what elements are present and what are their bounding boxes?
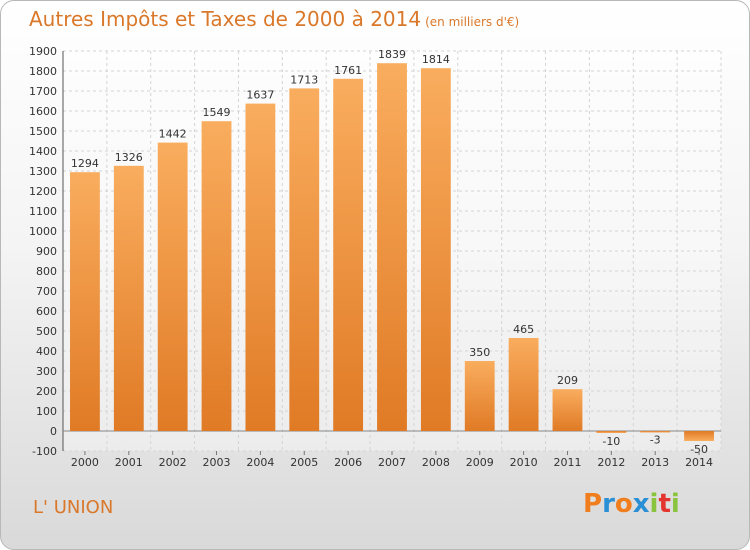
- bar-2012: [596, 431, 627, 433]
- x-tick-label: 2004: [246, 456, 274, 469]
- bars: [70, 63, 714, 441]
- x-tick-label: 2010: [510, 456, 538, 469]
- x-tick-label: 2006: [334, 456, 362, 469]
- data-labels: 1294 1326 1442 1549 1637 1713 1761 1839 1814 350 4…: [71, 48, 708, 456]
- x-tick-label: 2014: [685, 456, 713, 469]
- y-tick-label: -100: [32, 445, 57, 458]
- logo-letter: x: [632, 489, 650, 519]
- bar-2014: [684, 431, 714, 441]
- data-label-2003: 1549: [203, 106, 231, 119]
- data-label-2006: 1761: [334, 64, 362, 77]
- data-label-2000: 1294: [71, 157, 99, 170]
- data-label-2010: 465: [513, 323, 534, 336]
- y-tick-label: 1200: [29, 185, 57, 198]
- y-axis: -100 0 100 200 300 400 500 600 700 800 900 1000 1100…: [29, 45, 721, 458]
- y-tick-label: 700: [36, 285, 57, 298]
- data-label-2008: 1814: [422, 53, 450, 66]
- bar-2009: [464, 361, 495, 431]
- y-tick-label: 1800: [29, 65, 57, 78]
- data-label-2011: 209: [557, 374, 578, 387]
- proxiti-logo: Proxiti: [583, 489, 680, 519]
- y-tick-label: 900: [36, 245, 57, 258]
- chart-title-main: Autres Impôts et Taxes de 2000 à 2014: [29, 7, 422, 31]
- bar-2007: [377, 63, 407, 431]
- x-tick-label: 2005: [290, 456, 318, 469]
- logo-letter: t: [658, 489, 671, 519]
- bar-2011: [552, 389, 583, 431]
- y-tick-label: 1900: [29, 45, 57, 58]
- y-tick-label: 1000: [29, 225, 57, 238]
- y-tick-label: 500: [36, 325, 57, 338]
- logo-letter: o: [614, 489, 633, 519]
- x-axis-ticks: 2000 2001 2002 2003 2004 2005 2006 2007 2008 2009…: [71, 451, 713, 469]
- chart-title: Autres Impôts et Taxes de 2000 à 2014 (en…: [29, 7, 519, 31]
- bar-2003: [201, 121, 232, 431]
- y-tick-label: 300: [36, 365, 57, 378]
- data-label-2001: 1326: [115, 151, 143, 164]
- y-tick-label: 1400: [29, 145, 57, 158]
- bar-2006: [333, 78, 364, 432]
- logo-letter: r: [602, 489, 615, 519]
- y-tick-label: 400: [36, 345, 57, 358]
- y-tick-label: 1600: [29, 105, 57, 118]
- commune-name: L' UNION: [33, 497, 114, 518]
- y-tick-label: 1700: [29, 85, 57, 98]
- x-tick-label: 2007: [378, 456, 406, 469]
- data-label-2012: -10: [602, 435, 620, 448]
- y-tick-label: 600: [36, 305, 57, 318]
- bar-2013: [640, 431, 671, 433]
- y-tick-label: 200: [36, 385, 57, 398]
- x-tick-label: 2000: [71, 456, 99, 469]
- data-label-2005: 1713: [290, 73, 318, 86]
- logo-letter: i: [649, 489, 659, 519]
- x-tick-label: 2008: [422, 456, 450, 469]
- logo-letter: P: [583, 489, 603, 519]
- logo-letter: i: [670, 489, 680, 519]
- data-label-2009: 350: [469, 346, 490, 359]
- bar-2004: [245, 103, 276, 431]
- x-tick-label: 2013: [641, 456, 669, 469]
- x-tick-label: 2011: [553, 456, 581, 469]
- x-tick-label: 2001: [115, 456, 143, 469]
- data-label-2013: -3: [650, 434, 661, 447]
- y-tick-label: 0: [50, 425, 57, 438]
- bar-2005: [289, 88, 320, 432]
- x-tick-label: 2009: [466, 456, 494, 469]
- data-label-2004: 1637: [246, 89, 274, 102]
- bar-2000: [70, 172, 100, 431]
- y-tick-label: 100: [36, 405, 57, 418]
- bar-2010: [508, 338, 539, 431]
- x-tick-label: 2012: [597, 456, 625, 469]
- x-tick-label: 2003: [203, 456, 231, 469]
- data-label-2014: -50: [690, 443, 708, 456]
- data-label-2007: 1839: [378, 48, 406, 61]
- chart-title-unit: (en milliers d'€): [425, 15, 520, 29]
- y-tick-label: 800: [36, 265, 57, 278]
- bar-2001: [113, 165, 144, 432]
- y-tick-label: 1100: [29, 205, 57, 218]
- bar-2002: [157, 142, 188, 431]
- y-tick-label: 1500: [29, 125, 57, 138]
- data-label-2002: 1442: [159, 128, 187, 141]
- bar-2008: [420, 68, 451, 431]
- y-tick-label: 1300: [29, 165, 57, 178]
- x-tick-label: 2002: [159, 456, 187, 469]
